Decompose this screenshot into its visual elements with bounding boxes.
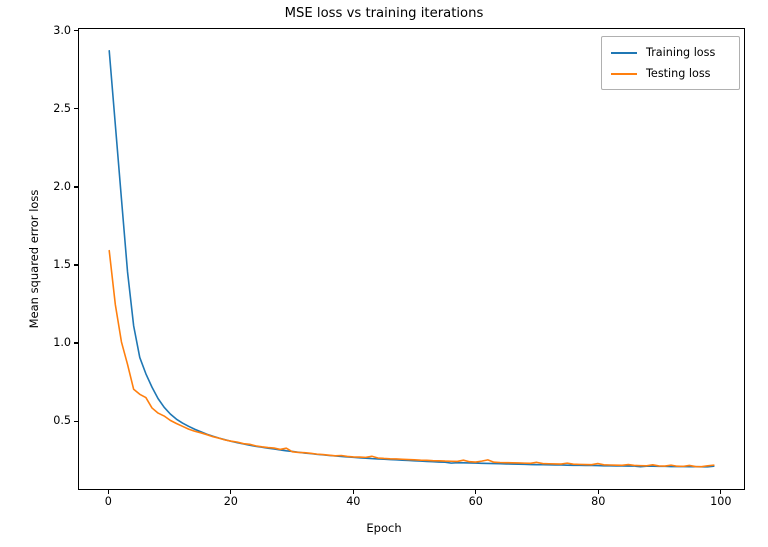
- y-tick-label: 0.5: [53, 414, 71, 428]
- x-tick-label: 40: [346, 495, 361, 508]
- x-axis-label: Epoch: [366, 521, 402, 535]
- x-tick-mark: [107, 490, 109, 494]
- plot-area: [78, 28, 745, 490]
- legend-label-training-loss: Training loss: [646, 46, 716, 59]
- x-tick-mark: [352, 490, 354, 494]
- y-tick-mark: [74, 108, 78, 110]
- line-testing-loss: [108, 249, 715, 468]
- y-tick-mark: [74, 30, 78, 32]
- y-tick-mark: [74, 264, 78, 266]
- x-tick-label: 80: [591, 495, 606, 508]
- legend-swatch-training-loss: [611, 51, 637, 54]
- x-tick-mark: [230, 490, 232, 494]
- line-training-loss: [108, 50, 715, 468]
- x-tick-mark: [597, 490, 599, 494]
- x-tick-label: 0: [104, 495, 112, 508]
- x-tick-label: 60: [468, 495, 483, 508]
- y-tick-label: 1.5: [53, 258, 71, 271]
- y-tick-label: 3.0: [53, 23, 71, 37]
- line-series-svg: [108, 50, 715, 468]
- y-tick-mark: [74, 186, 78, 188]
- chart-legend: Training loss Testing loss: [601, 36, 740, 90]
- y-tick-mark: [74, 342, 78, 344]
- x-tick-mark: [720, 490, 722, 494]
- y-tick-label: 1.0: [53, 336, 71, 350]
- chart-title: MSE loss vs training iterations: [284, 6, 484, 21]
- y-tick-label: 2.5: [53, 101, 71, 115]
- legend-label-testing-loss: Testing loss: [646, 67, 711, 80]
- x-tick-label: 20: [223, 495, 238, 508]
- y-tick-mark: [74, 420, 78, 422]
- y-tick-label: 2.0: [53, 179, 71, 193]
- x-tick-label: 100: [710, 495, 732, 508]
- legend-item: Testing loss: [602, 63, 739, 84]
- legend-swatch-testing-loss: [611, 72, 637, 75]
- x-tick-mark: [475, 490, 477, 494]
- legend-item: Training loss: [602, 42, 739, 63]
